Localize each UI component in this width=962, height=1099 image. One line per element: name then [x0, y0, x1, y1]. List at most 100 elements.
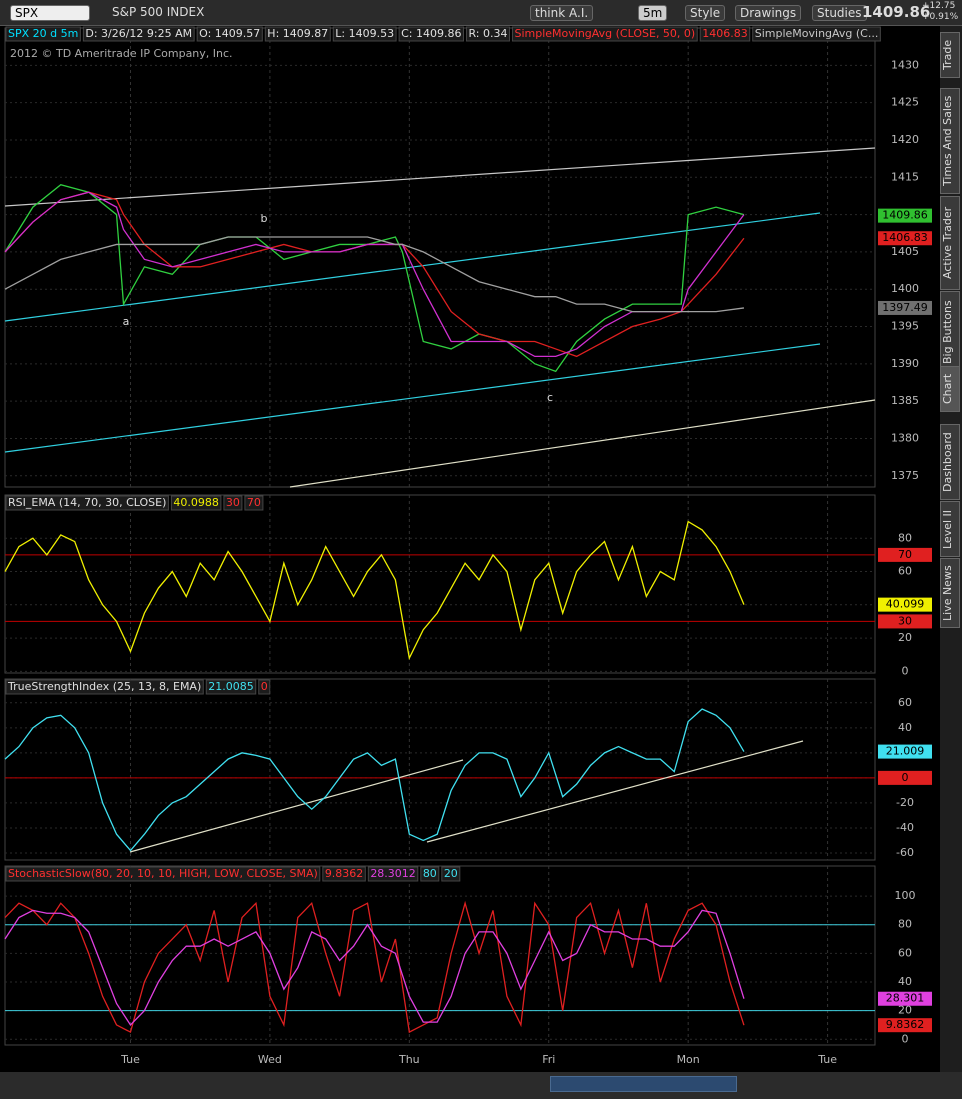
header-item: 1406.83 [702, 27, 748, 40]
value-box-label: 0 [902, 771, 909, 784]
header-item: L: 1409.53 [335, 27, 394, 40]
value-box [878, 300, 932, 315]
header-box [5, 26, 81, 42]
y-tick-label: 20 [898, 1004, 912, 1017]
annotation: c [547, 391, 553, 404]
series-line [4, 520, 745, 661]
y-tick-label: 80 [898, 918, 912, 931]
value-box-label: 9.8362 [886, 1018, 925, 1031]
y-tick-label: 20 [898, 631, 912, 644]
header-item: 80 [423, 867, 437, 880]
y-tick-label: 1380 [891, 431, 919, 444]
header-box [752, 26, 881, 42]
button[interactable]: Drawings [735, 5, 802, 21]
y-tick-label: 1390 [891, 357, 919, 370]
header-item: 0 [261, 680, 268, 693]
value-box [878, 991, 932, 1006]
header-item: SimpleMovingAvg (CLOSE, 50, 0) [514, 27, 695, 40]
y-tick-label: 40 [898, 721, 912, 734]
change: +12.75 [922, 1, 956, 11]
value-box [878, 231, 932, 246]
last-price: 1409.86 [862, 3, 931, 21]
tab[interactable]: Chart [940, 366, 960, 412]
x-tick-label: Thu [398, 1053, 420, 1066]
y-tick-label: 1415 [891, 170, 919, 183]
button[interactable]: Studies [812, 5, 867, 21]
header-item: StochasticSlow(80, 20, 10, 10, HIGH, LOW… [8, 867, 318, 880]
header-box [170, 495, 222, 511]
value-box-label: 1397.49 [882, 301, 928, 314]
y-tick-label: 40 [898, 975, 912, 988]
panel [4, 27, 876, 488]
header-box [205, 679, 257, 695]
y-tick-label: -40 [896, 821, 914, 834]
y-tick-label: 1385 [891, 394, 919, 407]
header-box [511, 26, 698, 42]
y-tick-label: 1425 [891, 96, 919, 109]
value-box [878, 597, 932, 612]
y-tick-label: 80 [898, 531, 912, 544]
value-box-label: 21.009 [886, 745, 925, 758]
series-line [4, 909, 745, 1026]
header-box [82, 26, 195, 42]
value-box [878, 770, 932, 785]
button[interactable]: think A.I. [530, 5, 594, 21]
trendlines [4, 147, 876, 853]
header-box [258, 679, 271, 695]
series-line [4, 708, 745, 852]
series-line [4, 184, 745, 373]
side-tabs: Trade Times And Sales Active Trader Big … [940, 26, 962, 1072]
header-item: 28.3012 [370, 867, 416, 880]
header-box [223, 495, 243, 511]
description: S&P 500 INDEX [112, 5, 205, 19]
y-tick-label: 1420 [891, 133, 919, 146]
header-box [367, 866, 419, 882]
value-box [878, 547, 932, 562]
series-line [4, 900, 745, 1034]
header-item: TrueStrengthIndex (25, 13, 8, EMA) [7, 680, 201, 693]
header-item: O: 1409.57 [199, 27, 260, 40]
header-box [5, 495, 169, 511]
series-line [4, 236, 745, 313]
header-item: 70 [247, 496, 261, 509]
header-box [465, 26, 510, 42]
toolbar: SPX S&P 500 INDEX think A.I. 5m Style Dr… [0, 0, 962, 26]
x-tick-label: Mon [677, 1053, 700, 1066]
y-tick-label: 0 [902, 1032, 909, 1045]
tab[interactable]: Level II [940, 501, 960, 557]
header-box [322, 866, 366, 882]
y-tick-label: 60 [898, 696, 912, 709]
tab[interactable]: Times And Sales [940, 88, 960, 194]
header-item: R: 0.34 [468, 27, 507, 40]
tab[interactable]: Live News [940, 558, 960, 628]
x-tick-label: Tue [817, 1053, 837, 1066]
annotation: b [261, 212, 268, 225]
value-box-label: 1406.83 [882, 231, 928, 244]
value-box-label: 70 [898, 548, 912, 561]
header-box [398, 26, 464, 42]
header-box [264, 26, 331, 42]
scroll-thumb[interactable] [550, 1076, 737, 1092]
y-tick-label: 1375 [891, 469, 919, 482]
button[interactable]: Style [685, 5, 726, 21]
tab[interactable]: Active Trader [940, 196, 960, 290]
tab[interactable]: Big Buttons [940, 291, 960, 373]
header-box [699, 26, 751, 42]
tab[interactable]: Trade [940, 32, 960, 78]
panel [4, 678, 876, 861]
value-box [878, 614, 932, 629]
y-tick-label: -60 [896, 846, 914, 859]
y-tick-label: -20 [896, 796, 914, 809]
header-item: RSI_EMA (14, 70, 30, CLOSE) [8, 496, 166, 509]
header-item: C: 1409.86 [401, 27, 461, 40]
y-tick-label: 1430 [891, 58, 919, 71]
header-item: 21.0085 [208, 680, 254, 693]
button[interactable]: 5m [638, 5, 668, 21]
y-tick-label: 60 [898, 946, 912, 959]
header-item: 9.8362 [325, 867, 364, 880]
symbol-box[interactable]: SPX [10, 5, 90, 21]
header-box [5, 679, 204, 695]
tab[interactable]: Dashboard [940, 424, 960, 500]
value-box-label: 40.099 [886, 598, 925, 611]
